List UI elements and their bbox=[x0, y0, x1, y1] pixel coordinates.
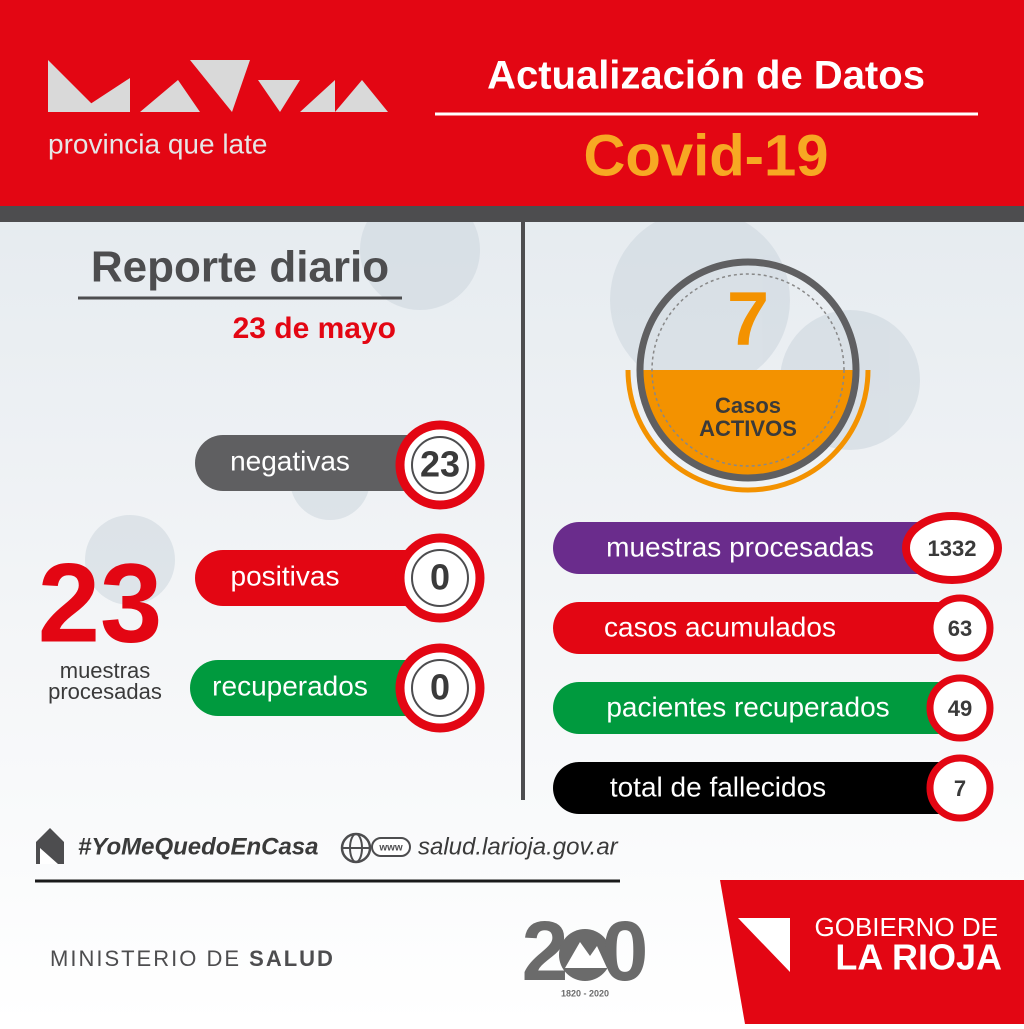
hashtag: #YoMeQuedoEnCasa bbox=[78, 833, 319, 860]
item-value: 63 bbox=[948, 616, 972, 641]
pill bbox=[553, 762, 963, 814]
active-label: ACTIVOS bbox=[699, 416, 797, 441]
active-arc bbox=[625, 369, 871, 493]
daily-item: positivas 0 bbox=[195, 533, 485, 623]
pill bbox=[195, 550, 435, 606]
total-item: muestras procesadas 1332 bbox=[553, 512, 1002, 584]
government-panel bbox=[720, 880, 1024, 1024]
badge-ring bbox=[411, 436, 469, 494]
active-value: 7 bbox=[727, 277, 769, 362]
mountain bbox=[565, 942, 607, 968]
ministry-bold: SALUD bbox=[249, 946, 335, 971]
report-title: Reporte diario bbox=[91, 243, 389, 292]
badge bbox=[926, 754, 994, 822]
item-label: negativas bbox=[230, 445, 350, 476]
item-label: recuperados bbox=[212, 670, 368, 701]
badge bbox=[926, 594, 994, 662]
active-label: Casos bbox=[715, 393, 781, 418]
pill bbox=[190, 660, 435, 716]
item-label: pacientes recuperados bbox=[606, 691, 889, 722]
logo bbox=[48, 60, 388, 112]
active-inner-ring bbox=[651, 273, 845, 467]
report-date: 23 de mayo bbox=[233, 312, 396, 345]
government-line1: GOBIERNO DE bbox=[815, 912, 998, 942]
daily-total-label: muestras procesadas bbox=[48, 660, 162, 704]
item-label: muestras procesadas bbox=[606, 531, 874, 562]
total-label-box: muestras procesadas bbox=[48, 660, 162, 704]
badge bbox=[902, 512, 1002, 584]
anniversary-years: 1820 - 2020 bbox=[561, 988, 609, 998]
item-label: total de fallecidos bbox=[610, 771, 826, 802]
ministry: MINISTERIO DE SALUD bbox=[50, 946, 335, 971]
header-strip bbox=[0, 206, 1024, 222]
total-item: total de fallecidos 7 bbox=[553, 754, 994, 822]
item-value: 0 bbox=[430, 557, 450, 598]
website: salud.larioja.gov.ar bbox=[418, 833, 619, 860]
pill bbox=[553, 602, 963, 654]
ministry-prefix: MINISTERIO DE bbox=[50, 946, 241, 971]
daily-item: recuperados 0 bbox=[190, 643, 485, 733]
active-fill bbox=[640, 370, 856, 478]
daily-item: negativas 23 bbox=[195, 420, 485, 510]
item-value: 7 bbox=[954, 776, 966, 801]
item-label: casos acumulados bbox=[604, 611, 836, 642]
government-line2: LA RIOJA bbox=[835, 937, 1002, 978]
item-value: 0 bbox=[430, 667, 450, 708]
header-subtitle: Covid-19 bbox=[584, 123, 829, 188]
header-title: Actualización de Datos bbox=[487, 54, 925, 98]
item-value: 49 bbox=[948, 696, 972, 721]
web-icon-label: www bbox=[378, 843, 403, 854]
item-value: 1332 bbox=[928, 536, 977, 561]
item-label: positivas bbox=[231, 560, 340, 591]
home-icon bbox=[36, 828, 64, 864]
anniversary-logo: 2 0 1820 - 2020 bbox=[522, 904, 649, 998]
government-logo bbox=[738, 918, 790, 972]
total-item: pacientes recuperados 49 bbox=[553, 674, 994, 742]
active-ring bbox=[636, 258, 860, 482]
web-icon: www bbox=[340, 832, 411, 864]
badge-ring bbox=[411, 659, 469, 717]
logo-tagline: provincia que late bbox=[48, 128, 267, 159]
pill bbox=[553, 522, 953, 574]
daily-total: 23 bbox=[38, 541, 163, 666]
badge bbox=[926, 674, 994, 742]
item-value: 23 bbox=[420, 444, 460, 485]
anniversary-right: 0 bbox=[602, 904, 649, 998]
badge-ring bbox=[411, 549, 469, 607]
active-cases: 7 Casos ACTIVOS bbox=[625, 258, 871, 493]
pill bbox=[553, 682, 963, 734]
pill bbox=[195, 435, 435, 491]
total-item: casos acumulados 63 bbox=[553, 594, 994, 662]
